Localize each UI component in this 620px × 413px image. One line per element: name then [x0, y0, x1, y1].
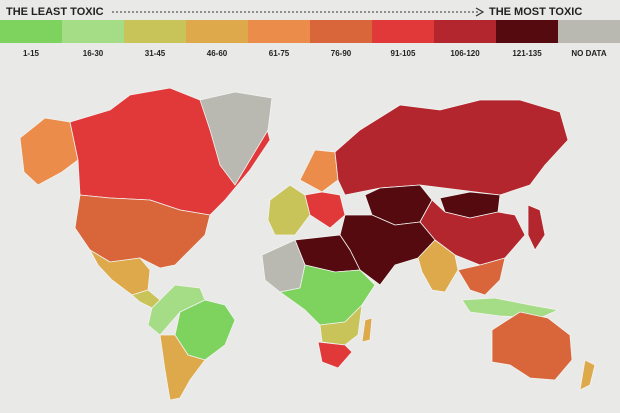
legend-swatch [248, 20, 310, 43]
legend: 1-15 16-30 31-45 46-60 61-75 76-90 91-105 106-1… [0, 20, 620, 58]
country-region [579, 359, 596, 391]
legend-label: 121-135 [512, 49, 542, 58]
country-region [279, 264, 376, 326]
country-region [491, 311, 573, 381]
country-region [317, 341, 353, 369]
legend-swatch [62, 20, 124, 43]
country-region [461, 297, 559, 319]
legend-label: 76-90 [331, 49, 352, 58]
legend-swatch [372, 20, 434, 43]
least-toxic-label: THE LEAST TOXIC [6, 6, 104, 18]
country-region [361, 317, 373, 343]
legend-label: 106-120 [450, 49, 480, 58]
country-region [299, 149, 339, 193]
country-region [261, 239, 306, 293]
country-region [417, 239, 459, 293]
country-region [267, 184, 311, 236]
country-region [527, 204, 546, 251]
legend-label: 91-105 [391, 49, 416, 58]
country-region [334, 99, 569, 196]
legend-swatch [124, 20, 186, 43]
legend-label: 31-45 [145, 49, 166, 58]
country-region [319, 304, 363, 346]
legend-label: NO DATA [571, 49, 606, 58]
country-region [304, 191, 346, 229]
legend-swatch [186, 20, 248, 43]
legend-swatch [0, 20, 62, 43]
legend-label: 46-60 [207, 49, 228, 58]
legend-label: 16-30 [83, 49, 104, 58]
arrow-head [475, 7, 485, 17]
legend-swatch [496, 20, 558, 43]
legend-label: 1-15 [23, 49, 40, 58]
country-region [159, 334, 206, 401]
legend-swatch [310, 20, 372, 43]
most-toxic-label: THE MOST TOXIC [489, 6, 582, 18]
country-region [199, 91, 273, 186]
legend-label: 61-75 [269, 49, 290, 58]
legend-swatch [434, 20, 496, 43]
country-region [457, 257, 506, 296]
world-map [19, 87, 596, 401]
country-region [19, 117, 79, 186]
legend-swatch [558, 20, 620, 43]
